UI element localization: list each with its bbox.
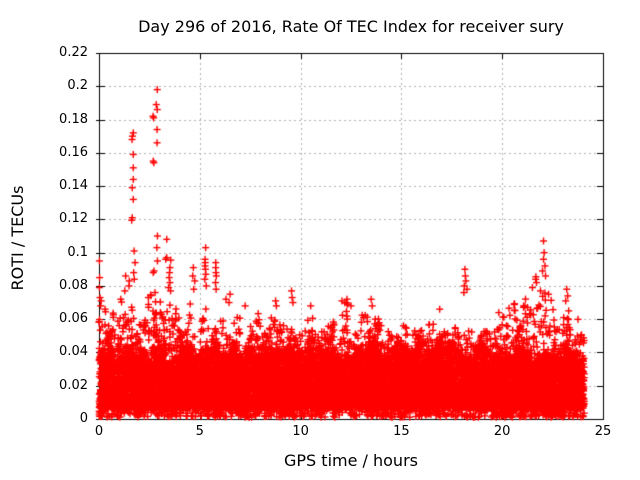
- x-tick-label: 10: [292, 424, 309, 439]
- y-tick-label: 0.22: [59, 45, 88, 60]
- y-tick-label: 0.04: [59, 344, 88, 360]
- y-tick-label: 0: [79, 411, 88, 426]
- y-tick-label: 0.16: [59, 144, 88, 160]
- y-tick-label: 0.1: [67, 244, 88, 260]
- y-tick-label: 0.2: [67, 78, 88, 94]
- y-tick-label: 0.14: [59, 178, 88, 194]
- x-tick-label: 25: [594, 424, 612, 439]
- x-tick-label: 0: [94, 424, 104, 439]
- x-axis-label: GPS time / hours: [284, 451, 418, 470]
- y-tick-label: 0.08: [59, 277, 88, 293]
- y-tick-label: 0.12: [59, 211, 88, 227]
- y-tick-label: 0.02: [59, 377, 88, 393]
- x-tick-label: 5: [195, 424, 204, 439]
- x-tick-label: 15: [393, 424, 410, 439]
- y-tick-label: 0.18: [59, 111, 88, 127]
- chart-title: Day 296 of 2016, Rate Of TEC Index for r…: [138, 17, 564, 36]
- y-tick-label: 0.06: [59, 311, 88, 327]
- x-tick-label: 20: [493, 424, 511, 439]
